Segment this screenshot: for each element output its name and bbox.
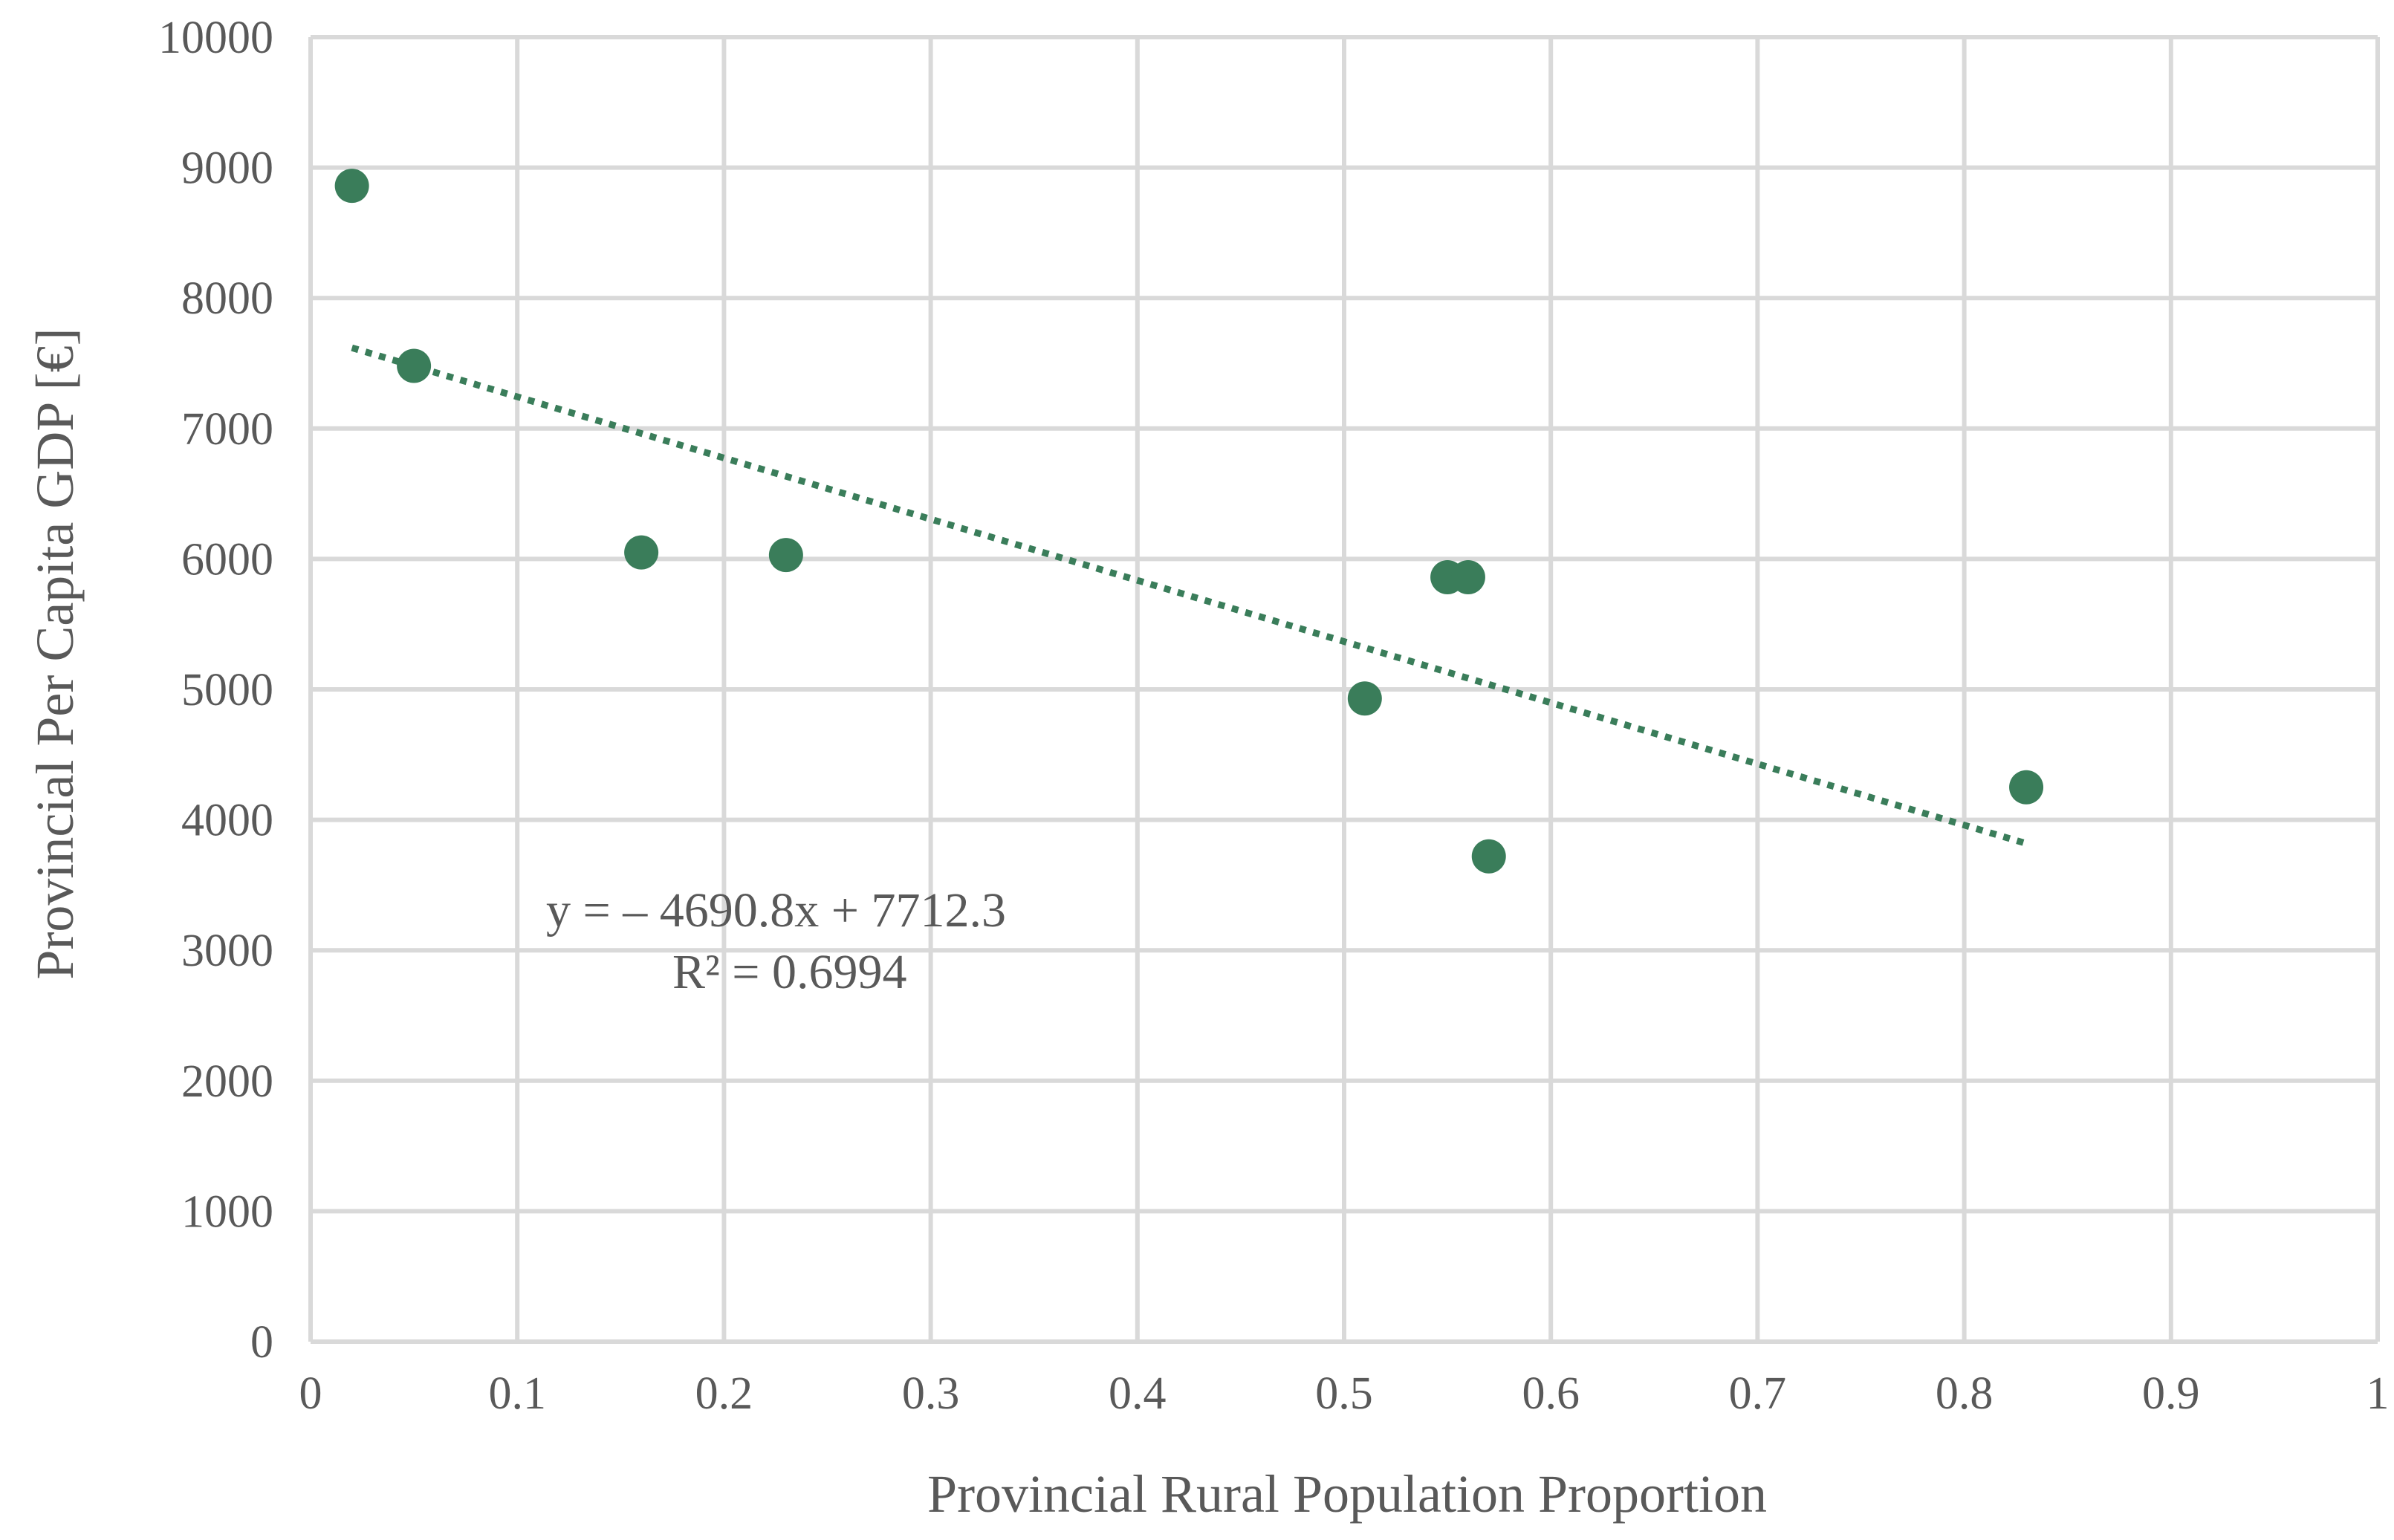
- trendline-equation: y = – 4690.8x + 7712.3: [546, 883, 1006, 938]
- y-tick-label: 3000: [181, 926, 273, 976]
- y-tick-label: 0: [250, 1317, 273, 1368]
- x-tick-label: 0.7: [1729, 1368, 1787, 1419]
- x-tick-label: 0.5: [1315, 1368, 1373, 1419]
- x-tick-label: 0.4: [1109, 1368, 1167, 1419]
- y-axis-title: Provincial Per Capita GDP [€]: [25, 328, 85, 979]
- x-axis-title: Provincial Rural Population Proportion: [927, 1464, 1767, 1524]
- y-tick-label: 8000: [181, 273, 273, 324]
- x-tick-label: 0.3: [902, 1368, 960, 1419]
- x-tick-label: 0.1: [488, 1368, 546, 1419]
- data-point: [768, 538, 803, 573]
- data-point: [624, 535, 659, 570]
- data-point: [1471, 839, 1506, 874]
- x-tick-label: 0.9: [2142, 1368, 2200, 1419]
- data-point: [1450, 559, 1485, 594]
- y-tick-labels: 0 1000 2000 3000 4000 5000 6000 7000 8000 9000 100…: [158, 13, 273, 1368]
- y-tick-label: 1000: [181, 1186, 273, 1237]
- y-tick-label: 9000: [181, 143, 273, 194]
- data-points: [334, 169, 2044, 874]
- data-point: [2009, 770, 2044, 805]
- trendline-layer: [351, 344, 2028, 847]
- y-tick-label: 5000: [181, 665, 273, 715]
- trendline-r-squared: R² = 0.6994: [672, 945, 907, 999]
- x-tick-label: 1: [2367, 1368, 2390, 1419]
- data-point: [1347, 681, 1382, 716]
- grid: [311, 35, 2380, 1342]
- trendline: [351, 344, 2028, 847]
- axes: [308, 37, 2378, 1344]
- x-tick-label: 0.6: [1522, 1368, 1580, 1419]
- y-tick-label: 4000: [181, 796, 273, 846]
- x-tick-label: 0.8: [1936, 1368, 1994, 1419]
- y-tick-label: 7000: [181, 404, 273, 455]
- y-tick-label: 2000: [181, 1056, 273, 1107]
- x-tick-label: 0: [299, 1368, 322, 1419]
- data-point: [334, 169, 369, 204]
- y-tick-label: 10000: [158, 13, 273, 63]
- x-tick-label: 0.2: [695, 1368, 753, 1419]
- x-tick-labels: 0 0.1 0.2 0.3 0.4 0.5 0.6 0.7 0.8 0.9 1: [299, 1368, 2390, 1419]
- data-point: [397, 348, 432, 383]
- y-tick-label: 6000: [181, 534, 273, 585]
